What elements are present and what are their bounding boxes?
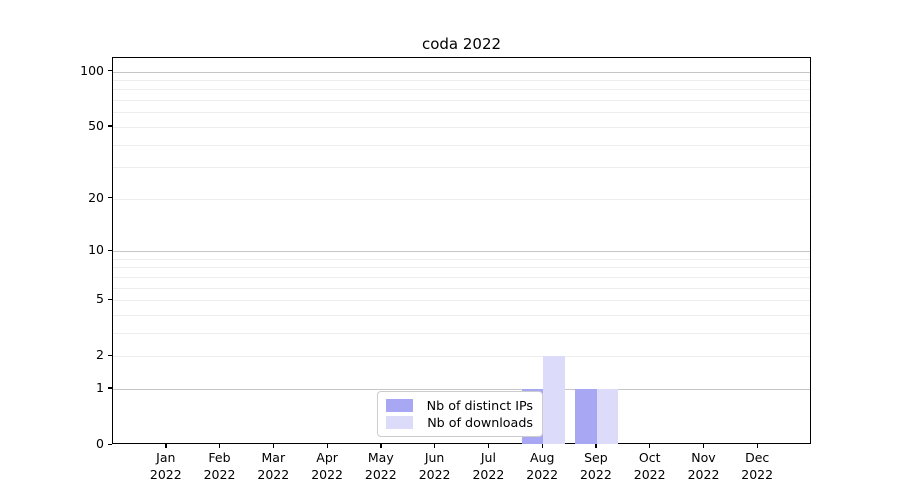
gridline-major	[113, 388, 810, 390]
y-tick-mark	[108, 354, 112, 356]
y-tick-mark	[108, 298, 112, 300]
x-tick-mark	[434, 444, 436, 448]
y-tick-label: 100	[80, 62, 104, 78]
gridline-minor	[113, 276, 810, 278]
x-tick-year: 2022	[311, 466, 343, 482]
x-tick-label-nov: Nov 2022	[676, 450, 732, 483]
x-tick-label-sep: Sep 2022	[568, 450, 624, 483]
x-tick-mark	[272, 444, 275, 448]
gridline-minor	[113, 314, 810, 316]
x-tick-label-dec: Dec 2022	[729, 450, 785, 483]
legend-label-distinct-ips: Nb of distinct IPs	[426, 398, 533, 413]
y-tick-label: 20	[88, 189, 104, 205]
gridline-minor	[113, 258, 810, 260]
x-tick-mark	[756, 444, 758, 448]
x-tick-year: 2022	[526, 466, 559, 482]
x-tick-year: 2022	[472, 466, 505, 482]
legend-swatch-distinct-ips	[386, 399, 413, 412]
legend: Nb of distinct IPs Nb of downloads	[377, 391, 543, 437]
x-tick-year: 2022	[364, 466, 397, 482]
y-tick-mark	[108, 443, 112, 445]
y-tick-label: 0	[96, 436, 104, 451]
x-tick-mark	[487, 444, 490, 448]
y-tick-label: 2	[96, 347, 104, 363]
plot-area	[112, 57, 811, 444]
y-tick-label: 10	[88, 242, 104, 257]
gridline-minor	[113, 300, 810, 301]
gridline-minor	[113, 89, 810, 91]
x-tick-year: 2022	[149, 466, 182, 482]
legend-item-downloads: Nb of downloads	[386, 415, 533, 430]
bar-downloads-aug	[543, 356, 565, 444]
x-tick-label-jul: Jul 2022	[460, 450, 516, 483]
gridline-minor	[113, 332, 810, 334]
x-tick-year: 2022	[418, 466, 451, 482]
gridline-major	[113, 251, 810, 252]
y-tick-mark	[108, 70, 112, 72]
x-tick-label-feb: Feb 2022	[192, 450, 248, 483]
x-tick-mark	[649, 444, 651, 448]
x-tick-mark	[380, 444, 382, 448]
legend-swatch-downloads	[386, 416, 413, 429]
x-tick-year: 2022	[687, 466, 720, 482]
x-tick-mark	[326, 444, 328, 448]
x-tick-mark	[219, 444, 221, 448]
x-tick-label-may: May 2022	[353, 450, 409, 483]
x-tick-mark	[595, 444, 597, 448]
x-tick-mark	[541, 444, 543, 448]
gridline-minor	[113, 100, 810, 102]
x-tick-mark	[703, 444, 705, 448]
x-tick-year: 2022	[579, 466, 612, 482]
x-tick-year: 2022	[203, 466, 236, 482]
y-tick-mark	[108, 387, 112, 389]
y-tick-mark	[108, 125, 112, 127]
x-tick-year: 2022	[633, 466, 666, 482]
y-tick-label: 5	[96, 291, 104, 306]
x-tick-label-apr: Apr 2022	[299, 450, 355, 483]
x-tick-year: 2022	[741, 466, 774, 482]
legend-item-distinct-ips: Nb of distinct IPs	[386, 398, 533, 413]
gridline-minor	[113, 356, 810, 358]
x-tick-label-jan: Jan 2022	[138, 450, 194, 483]
y-tick-label: 1	[96, 379, 104, 395]
gridline-minor	[113, 80, 810, 81]
gridline-major	[113, 71, 810, 73]
gridline-minor	[113, 198, 810, 200]
gridline-minor	[113, 144, 810, 146]
bar-downloads-sep	[596, 388, 619, 444]
gridline-minor	[113, 267, 810, 269]
y-tick-mark	[108, 249, 112, 251]
gridline-minor	[113, 167, 810, 169]
x-tick-label-aug: Aug 2022	[514, 450, 570, 483]
y-tick-mark	[108, 197, 112, 199]
gridline-minor	[113, 287, 810, 289]
gridline-minor	[113, 126, 810, 128]
y-tick-label: 50	[88, 117, 104, 133]
x-tick-label-mar: Mar 2022	[245, 450, 301, 483]
x-tick-label-oct: Oct 2022	[622, 450, 678, 483]
x-tick-label-jun: Jun 2022	[407, 450, 463, 483]
chart-title: coda 2022	[421, 35, 502, 53]
bar-distinct-ips-sep	[575, 388, 597, 444]
gridline-minor	[113, 112, 810, 114]
x-tick-year: 2022	[257, 466, 290, 482]
legend-label-downloads: Nb of downloads	[427, 415, 533, 430]
x-tick-mark	[165, 444, 167, 448]
